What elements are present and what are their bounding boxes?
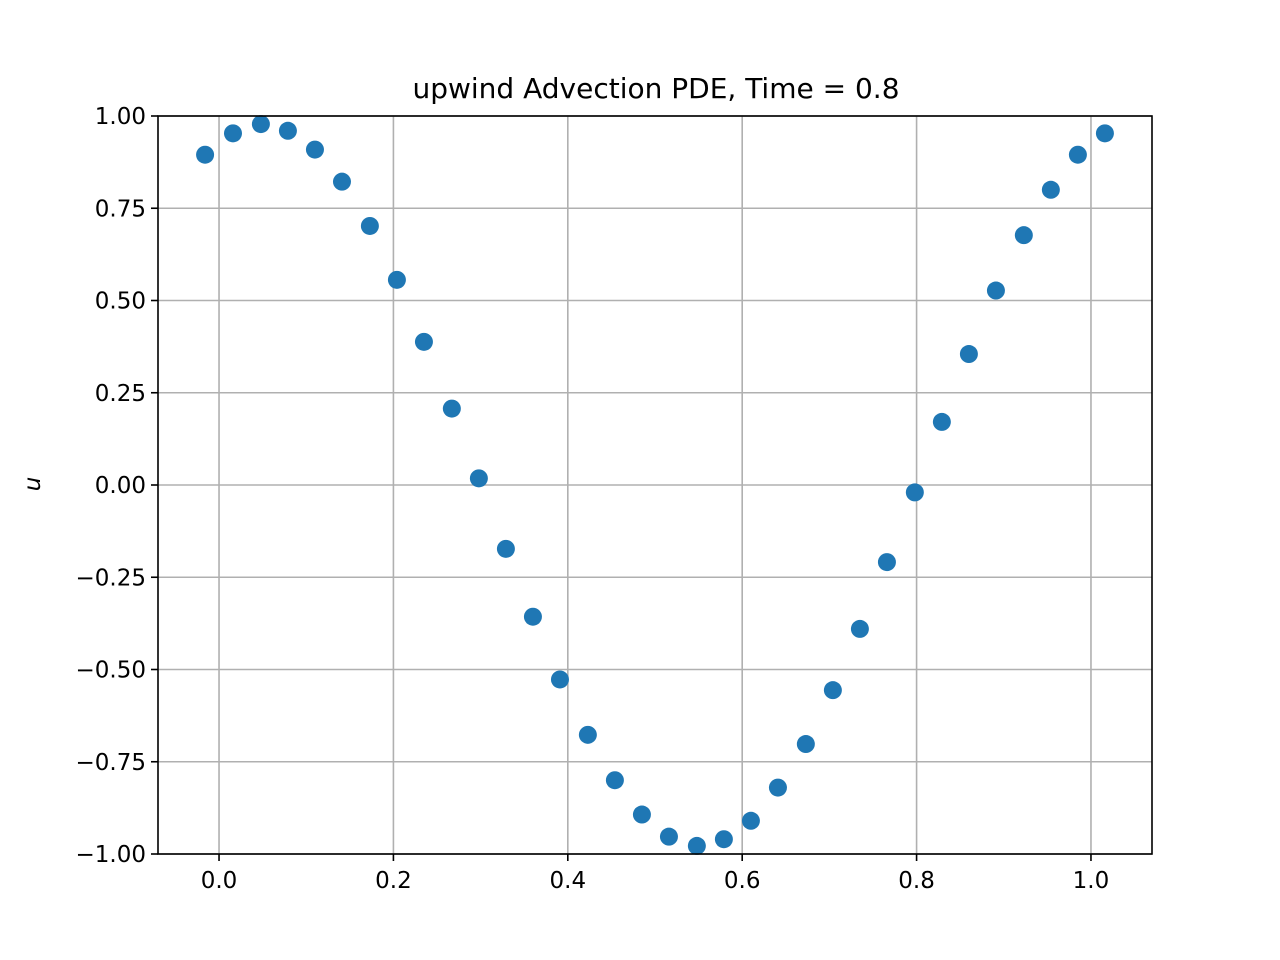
data-point	[850, 619, 869, 638]
data-point	[1095, 124, 1114, 143]
data-point	[442, 399, 461, 418]
data-point	[605, 771, 624, 790]
y-tick-label: 0.00	[95, 473, 146, 499]
data-point	[414, 332, 433, 351]
data-point	[796, 735, 815, 754]
y-tick-label: −0.25	[76, 565, 146, 591]
y-tick-label: 0.50	[95, 289, 146, 315]
data-point	[223, 124, 242, 143]
x-tick-label: 0.8	[898, 868, 935, 894]
data-point	[496, 539, 515, 558]
data-point	[741, 811, 760, 830]
x-tick-label: 0.6	[724, 868, 761, 894]
data-point	[714, 830, 733, 849]
data-point	[305, 140, 324, 159]
data-point	[360, 216, 379, 235]
data-point	[1014, 226, 1033, 245]
x-axis-ticks: 0.0 0.2 0.4 0.6 0.8 1.0	[201, 854, 1110, 894]
chart-title: upwind Advection PDE, Time = 0.8	[412, 72, 899, 105]
x-tick-label: 0.4	[550, 868, 587, 894]
data-point	[659, 827, 678, 846]
data-point	[251, 115, 270, 134]
data-point	[823, 681, 842, 700]
data-point	[632, 805, 651, 824]
data-point	[578, 725, 597, 744]
y-tick-label: −0.75	[76, 750, 146, 776]
data-point	[959, 345, 978, 364]
x-tick-label: 0.2	[375, 868, 412, 894]
data-point	[387, 270, 406, 289]
data-point	[768, 778, 787, 797]
y-tick-label: 1.00	[95, 104, 146, 130]
data-point	[905, 483, 924, 502]
data-point	[278, 121, 297, 140]
data-point	[986, 281, 1005, 300]
data-points	[196, 115, 1114, 855]
x-tick-label: 1.0	[1073, 868, 1110, 894]
data-point	[1068, 145, 1087, 164]
data-point	[196, 145, 215, 164]
y-axis-ticks: 1.00 0.75 0.50 0.25 0.00 −0.25 −0.50 −0.75 −1.00	[76, 104, 158, 868]
data-point	[523, 607, 542, 626]
data-point	[687, 836, 706, 855]
y-tick-label: −1.00	[76, 842, 146, 868]
data-point	[469, 469, 488, 488]
y-axis-label: u	[20, 477, 46, 492]
data-point	[332, 172, 351, 191]
data-point	[1041, 180, 1060, 199]
y-tick-label: 0.75	[95, 196, 146, 222]
data-point	[932, 412, 951, 431]
data-point	[877, 553, 896, 572]
data-point	[550, 670, 569, 689]
y-tick-label: 0.25	[95, 381, 146, 407]
y-tick-label: −0.50	[76, 658, 146, 684]
x-tick-label: 0.0	[201, 868, 238, 894]
